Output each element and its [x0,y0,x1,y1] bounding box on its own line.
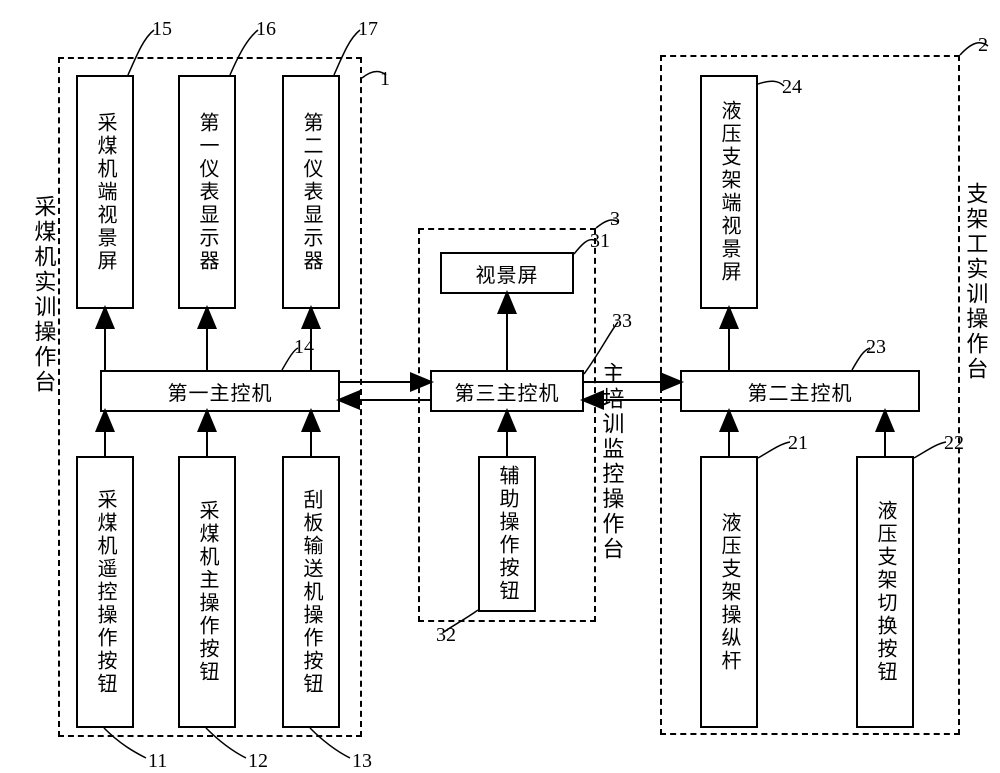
box-meter1-display: 第一仪表显示器 [178,75,236,309]
box-text: 第二主控机 [748,377,853,406]
ref-15: 15 [152,18,172,41]
group-label-3: 主培训监控操作台 [598,362,624,562]
box-text: 刮板输送机操作按钮 [299,489,323,696]
ref-12: 12 [248,750,268,773]
box-text: 第一仪表显示器 [195,112,219,273]
box-coal-main-btn: 采煤机主操作按钮 [178,456,236,728]
ref-2: 2 [978,34,988,57]
box-text: 采煤机遥控操作按钮 [93,489,117,696]
box-main-controller-1: 第一主控机 [100,370,340,412]
ref-16: 16 [256,18,276,41]
box-coal-remote-btn: 采煤机遥控操作按钮 [76,456,134,728]
ref-17: 17 [358,18,378,41]
box-text: 第一主控机 [168,377,273,406]
ref-33: 33 [612,310,632,333]
ref-21: 21 [788,432,808,455]
diagram-canvas: 采煤机实训操作台 主培训监控操作台 支架工实训操作台 采煤机端视景屏 第一仪表显… [0,0,1000,772]
box-text: 液压支架端视景屏 [717,100,741,284]
ref-32: 32 [436,624,456,647]
box-main-controller-2: 第二主控机 [680,370,920,412]
box-text: 第三主控机 [455,377,560,406]
ref-14: 14 [294,336,314,359]
box-text: 辅助操作按钮 [495,465,519,603]
ref-23: 23 [866,336,886,359]
box-text: 视景屏 [476,259,539,288]
box-hydraulic-lever: 液压支架操纵杆 [700,456,758,728]
ref-1: 1 [380,68,390,91]
box-hydraulic-view-screen: 液压支架端视景屏 [700,75,758,309]
box-text: 液压支架切换按钮 [873,500,897,684]
box-coal-view-screen: 采煤机端视景屏 [76,75,134,309]
box-main-controller-3: 第三主控机 [430,370,584,412]
box-hydraulic-switch-btn: 液压支架切换按钮 [856,456,914,728]
box-scraper-conveyor-btn: 刮板输送机操作按钮 [282,456,340,728]
ref-13: 13 [352,750,372,773]
group-label-2: 支架工实训操作台 [962,182,988,382]
ref-3: 3 [610,208,620,231]
box-aux-btn: 辅助操作按钮 [478,456,536,612]
ref-31: 31 [590,230,610,253]
box-view-screen: 视景屏 [440,252,574,294]
box-text: 第二仪表显示器 [299,112,323,273]
box-text: 液压支架操纵杆 [717,512,741,673]
ref-24: 24 [782,76,802,99]
group-label-1: 采煤机实训操作台 [30,195,56,395]
box-text: 采煤机端视景屏 [93,112,117,273]
box-meter2-display: 第二仪表显示器 [282,75,340,309]
box-text: 采煤机主操作按钮 [195,500,219,684]
ref-11: 11 [148,750,167,773]
ref-22: 22 [944,432,964,455]
